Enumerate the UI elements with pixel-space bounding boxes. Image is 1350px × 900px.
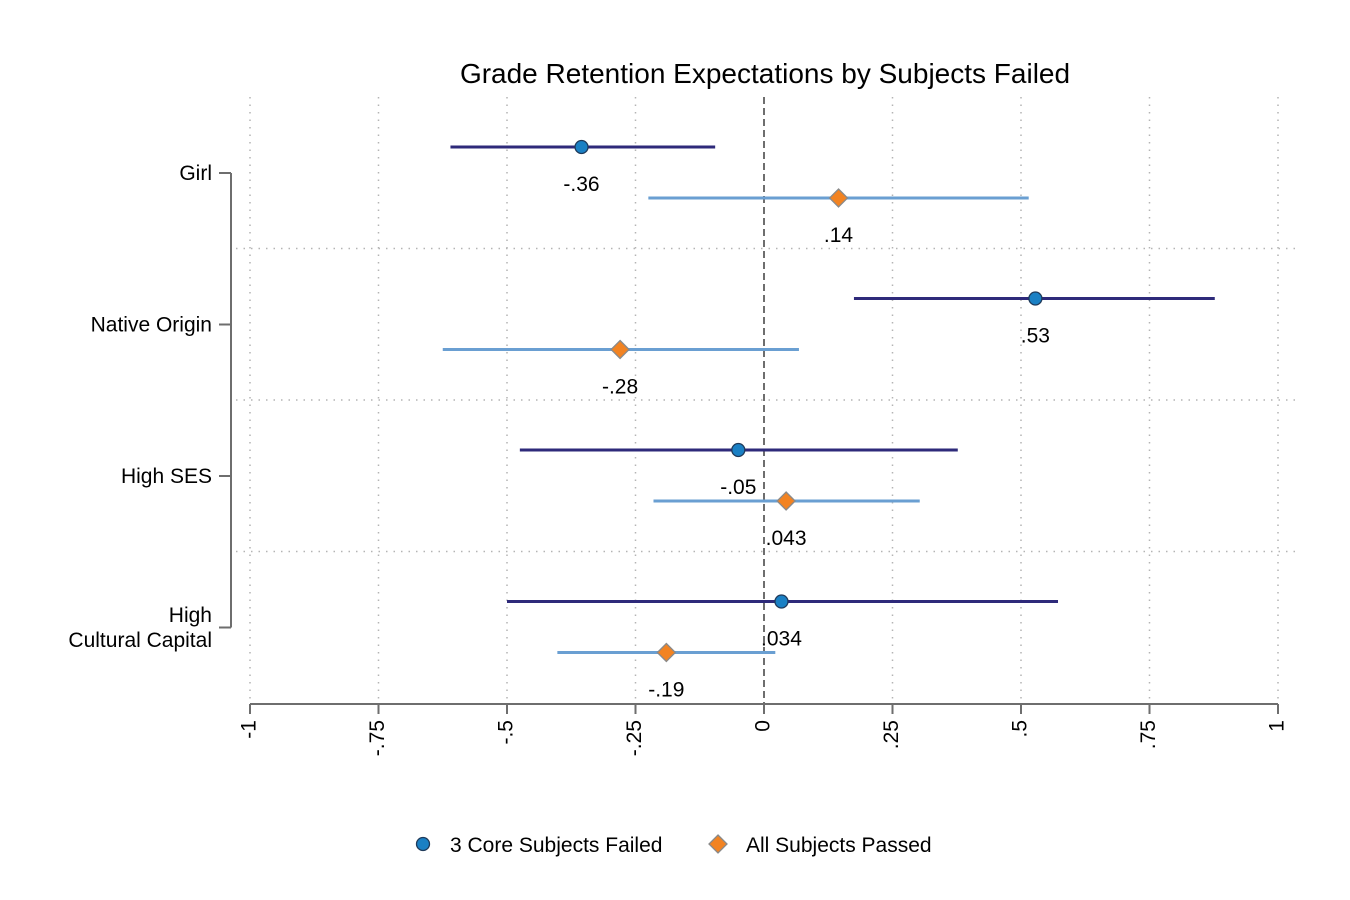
x-tick-label: -.75 bbox=[366, 720, 389, 756]
x-tick-label: -.5 bbox=[495, 720, 518, 745]
x-tick-label: .5 bbox=[1009, 720, 1032, 738]
point-marker bbox=[574, 139, 589, 155]
data-label: -.36 bbox=[563, 173, 599, 196]
x-tick-label: .25 bbox=[880, 720, 903, 749]
x-tick-label: -1 bbox=[238, 720, 261, 739]
legend-label: All Subjects Passed bbox=[746, 834, 932, 857]
data-label: -.19 bbox=[648, 679, 684, 702]
y-category-label: Girl bbox=[179, 162, 212, 185]
y-category-label: High SES bbox=[121, 465, 212, 488]
point-marker bbox=[828, 188, 849, 208]
y-category-label: High bbox=[169, 604, 212, 627]
point-marker bbox=[610, 339, 630, 360]
point-marker bbox=[776, 491, 797, 511]
x-tick-label: -.25 bbox=[623, 720, 646, 756]
point-marker bbox=[774, 594, 789, 609]
legend: 3 Core Subjects Failed All Subjects Passe… bbox=[415, 834, 932, 857]
x-tick-label: 1 bbox=[1266, 720, 1289, 732]
point-marker bbox=[656, 642, 677, 663]
point-marker bbox=[731, 442, 746, 458]
data-label: .034 bbox=[761, 628, 802, 651]
legend-label: 3 Core Subjects Failed bbox=[450, 834, 662, 857]
data-label: -.28 bbox=[602, 376, 638, 399]
data-label: .043 bbox=[766, 527, 807, 550]
data-label: .53 bbox=[1021, 325, 1050, 348]
chart-title: Grade Retention Expectations by Subjects… bbox=[460, 58, 1070, 89]
point-marker bbox=[1028, 291, 1043, 306]
data-labels: -.36 .53 -.05 .034 .14 -.28 .043 -.19 bbox=[563, 173, 1050, 702]
data-label: -.05 bbox=[720, 476, 756, 499]
markers bbox=[574, 139, 1043, 663]
y-category-label: Native Origin bbox=[91, 314, 212, 337]
data-label: .14 bbox=[824, 224, 854, 247]
x-axis: -1 -.75 -.5 -.25 0 .25 .5 .75 1 bbox=[238, 703, 1289, 756]
y-category-label: Cultural Capital bbox=[68, 629, 212, 652]
legend-marker-diamond bbox=[708, 834, 728, 854]
x-tick-label: 0 bbox=[752, 720, 775, 732]
category-separators bbox=[236, 247, 1298, 553]
legend-marker-circle bbox=[415, 836, 431, 852]
x-tick-label: .75 bbox=[1137, 720, 1160, 749]
